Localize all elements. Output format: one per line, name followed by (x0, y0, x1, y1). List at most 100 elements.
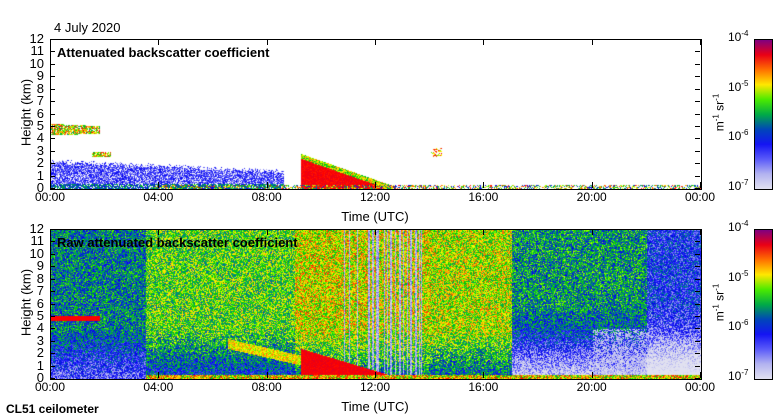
y-tick-label: 5 (36, 117, 44, 133)
x-tick-mark (375, 39, 376, 45)
y-tick-mark (50, 266, 55, 268)
y-tick-label: 10 (29, 245, 44, 261)
y-tick-mark (50, 303, 55, 305)
x-tick-mark (50, 39, 51, 45)
x-tick-mark (591, 182, 593, 188)
y-tick-mark (50, 101, 55, 103)
y-tick-mark (50, 328, 55, 330)
x-tick-mark (483, 182, 485, 188)
y-tick-label: 8 (36, 80, 44, 96)
y-tick-mark (695, 150, 700, 152)
y-tick-label: 1 (36, 357, 44, 373)
x-tick-mark (158, 182, 160, 188)
colorbar-tick-label: 10-4 (728, 219, 749, 234)
y-tick-label: 5 (36, 307, 44, 323)
colorbar-tick-label: 10-7 (728, 368, 749, 383)
y-tick-mark (50, 150, 55, 152)
x-tick-mark (700, 229, 701, 235)
y-tick-mark (50, 76, 55, 78)
y-tick-mark (695, 76, 700, 78)
x-tick-mark (158, 372, 160, 378)
y-tick-label: 2 (36, 155, 44, 171)
x-tick-mark (700, 182, 701, 188)
y-tick-mark (695, 113, 700, 115)
y-tick-mark (695, 241, 700, 243)
y-tick-mark (50, 340, 55, 342)
y-tick-mark (695, 278, 700, 280)
x-tick-label: 00:00 (34, 380, 66, 394)
colorbar-tick-label: 10-5 (728, 268, 749, 284)
x-tick-mark (483, 39, 485, 45)
y-tick-mark (695, 291, 700, 293)
y-tick-mark (695, 101, 700, 103)
y-tick-mark (695, 163, 700, 165)
x-tick-mark (50, 182, 51, 188)
x-tick-label: 20:00 (576, 190, 607, 204)
y-tick-mark (695, 125, 700, 127)
y-tick-mark (695, 175, 700, 177)
y-tick-label: 3 (36, 142, 44, 158)
x-tick-label: 12:00 (359, 190, 391, 204)
y-tick-label: 7 (36, 93, 44, 109)
x-tick-mark (483, 229, 485, 235)
x-tick-label: 00:00 (684, 190, 716, 204)
x-tick-mark (158, 39, 160, 45)
plot-title: Attenuated backscatter coefficient (57, 45, 270, 60)
x-tick-mark (375, 229, 376, 235)
y-tick-mark (695, 188, 700, 189)
x-tick-label: 00:00 (684, 380, 716, 394)
y-tick-label: 9 (36, 258, 44, 274)
x-axis-label: Time (UTC) (341, 399, 409, 414)
y-tick-label: 7 (36, 283, 44, 299)
x-tick-mark (483, 372, 485, 378)
y-tick-label: 3 (36, 332, 44, 348)
y-tick-label: 12 (29, 31, 44, 46)
x-tick-label: 08:00 (251, 380, 282, 394)
y-tick-mark (50, 113, 55, 115)
y-tick-mark (695, 365, 700, 367)
y-tick-mark (695, 378, 700, 379)
y-tick-mark (695, 253, 700, 255)
colorbar (754, 39, 773, 190)
x-tick-mark (266, 39, 268, 45)
x-tick-mark (266, 372, 268, 378)
x-tick-label: 04:00 (143, 380, 174, 394)
x-tick-mark (266, 182, 268, 188)
colorbar (754, 229, 773, 380)
colorbar-tick-label: 10-5 (728, 78, 749, 94)
x-axis-label: Time (UTC) (341, 209, 409, 224)
x-tick-mark (591, 372, 593, 378)
y-tick-label: 12 (29, 221, 44, 236)
y-tick-label: 0 (36, 370, 44, 385)
x-tick-label: 20:00 (576, 380, 607, 394)
y-axis-label: Height (km) (18, 268, 34, 337)
y-tick-mark (50, 353, 55, 355)
plot-title: Raw attenuated backscatter coefficient (57, 235, 298, 250)
x-tick-label: 16:00 (468, 190, 499, 204)
heatmap-canvas (51, 230, 701, 379)
y-tick-mark (695, 229, 700, 230)
y-tick-mark (50, 175, 55, 177)
x-tick-mark (591, 39, 593, 45)
x-tick-label: 00:00 (34, 190, 66, 204)
x-tick-mark (50, 229, 51, 235)
y-tick-label: 10 (29, 55, 44, 71)
colorbar-unit-label: m-1 sr-1 (711, 93, 727, 132)
y-tick-mark (695, 39, 700, 40)
x-tick-label: 04:00 (143, 190, 174, 204)
y-tick-mark (50, 88, 55, 90)
y-tick-mark (695, 303, 700, 305)
y-tick-mark (695, 266, 700, 268)
y-tick-mark (695, 88, 700, 90)
y-axis-label: Height (km) (18, 78, 34, 147)
y-tick-mark (50, 253, 55, 255)
y-tick-label: 0 (36, 180, 44, 195)
y-tick-mark (50, 278, 55, 280)
colorbar-tick-label: 10-6 (728, 318, 749, 334)
x-tick-mark (158, 229, 160, 235)
y-tick-mark (50, 63, 55, 65)
y-tick-mark (50, 163, 55, 165)
y-tick-mark (50, 291, 55, 293)
y-tick-label: 1 (36, 167, 44, 183)
y-tick-mark (50, 378, 55, 379)
